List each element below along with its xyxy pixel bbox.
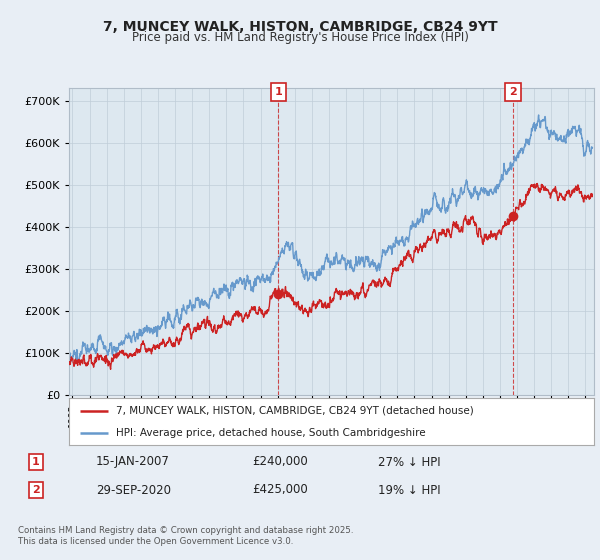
Text: £240,000: £240,000 <box>252 455 308 469</box>
Text: 27% ↓ HPI: 27% ↓ HPI <box>378 455 440 469</box>
Text: Contains HM Land Registry data © Crown copyright and database right 2025.
This d: Contains HM Land Registry data © Crown c… <box>18 526 353 546</box>
Text: 19% ↓ HPI: 19% ↓ HPI <box>378 483 440 497</box>
Text: 1: 1 <box>32 457 40 467</box>
Text: 2: 2 <box>32 485 40 495</box>
Text: 2: 2 <box>509 87 517 97</box>
Text: 15-JAN-2007: 15-JAN-2007 <box>96 455 170 469</box>
Text: 29-SEP-2020: 29-SEP-2020 <box>96 483 171 497</box>
Text: 7, MUNCEY WALK, HISTON, CAMBRIDGE, CB24 9YT (detached house): 7, MUNCEY WALK, HISTON, CAMBRIDGE, CB24 … <box>116 406 474 416</box>
Text: 7, MUNCEY WALK, HISTON, CAMBRIDGE, CB24 9YT: 7, MUNCEY WALK, HISTON, CAMBRIDGE, CB24 … <box>103 20 497 34</box>
Text: Price paid vs. HM Land Registry's House Price Index (HPI): Price paid vs. HM Land Registry's House … <box>131 31 469 44</box>
Text: HPI: Average price, detached house, South Cambridgeshire: HPI: Average price, detached house, Sout… <box>116 428 426 438</box>
Text: 1: 1 <box>274 87 282 97</box>
Text: £425,000: £425,000 <box>252 483 308 497</box>
